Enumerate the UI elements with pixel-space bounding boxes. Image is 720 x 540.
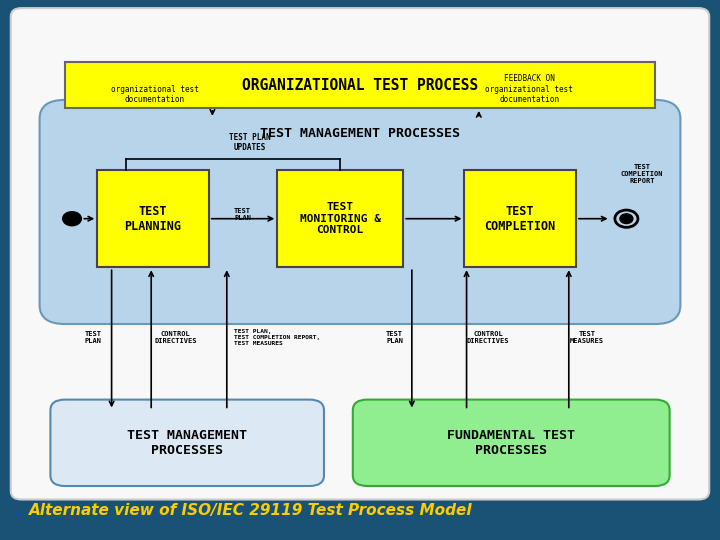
Text: FUNDAMENTAL TEST
PROCESSES: FUNDAMENTAL TEST PROCESSES xyxy=(447,429,575,457)
FancyBboxPatch shape xyxy=(353,400,670,486)
Text: ORGANIZATIONAL TEST PROCESS: ORGANIZATIONAL TEST PROCESS xyxy=(242,78,478,92)
Circle shape xyxy=(63,212,81,226)
Bar xyxy=(65,62,655,108)
Circle shape xyxy=(620,214,633,224)
Bar xyxy=(464,170,576,267)
Text: CONTROL
DIRECTIVES: CONTROL DIRECTIVES xyxy=(154,331,197,344)
Text: TEST PLAN,
TEST COMPLETION REPORT,
TEST MEASURES: TEST PLAN, TEST COMPLETION REPORT, TEST … xyxy=(234,329,320,346)
Text: TEST MANAGEMENT PROCESSES: TEST MANAGEMENT PROCESSES xyxy=(260,127,460,140)
Text: organizational test
documentation: organizational test documentation xyxy=(111,85,199,104)
Bar xyxy=(97,170,209,267)
Text: TEST
COMPLETION
REPORT: TEST COMPLETION REPORT xyxy=(621,164,664,184)
Text: TEST MANAGEMENT
PROCESSES: TEST MANAGEMENT PROCESSES xyxy=(127,429,247,457)
Text: FEEDBACK ON
organizational test
documentation: FEEDBACK ON organizational test document… xyxy=(485,75,573,104)
Text: TEST PLAN
UPDATES: TEST PLAN UPDATES xyxy=(229,133,271,152)
Text: CONTROL
DIRECTIVES: CONTROL DIRECTIVES xyxy=(467,331,510,344)
FancyBboxPatch shape xyxy=(50,400,324,486)
Text: TEST
COMPLETION: TEST COMPLETION xyxy=(485,205,556,233)
Text: Alternate view of ISO/IEC 29119 Test Process Model: Alternate view of ISO/IEC 29119 Test Pro… xyxy=(29,503,472,518)
Text: TEST
PLAN: TEST PLAN xyxy=(386,331,403,344)
FancyBboxPatch shape xyxy=(11,8,709,500)
Text: TEST
MEASURES: TEST MEASURES xyxy=(570,331,604,344)
Text: TEST
PLAN: TEST PLAN xyxy=(234,208,251,221)
Text: TEST
MONITORING &
CONTROL: TEST MONITORING & CONTROL xyxy=(300,202,381,235)
FancyBboxPatch shape xyxy=(40,100,680,324)
Text: TEST
PLAN: TEST PLAN xyxy=(84,331,102,344)
Text: TEST
PLANNING: TEST PLANNING xyxy=(125,205,181,233)
Bar xyxy=(277,170,403,267)
